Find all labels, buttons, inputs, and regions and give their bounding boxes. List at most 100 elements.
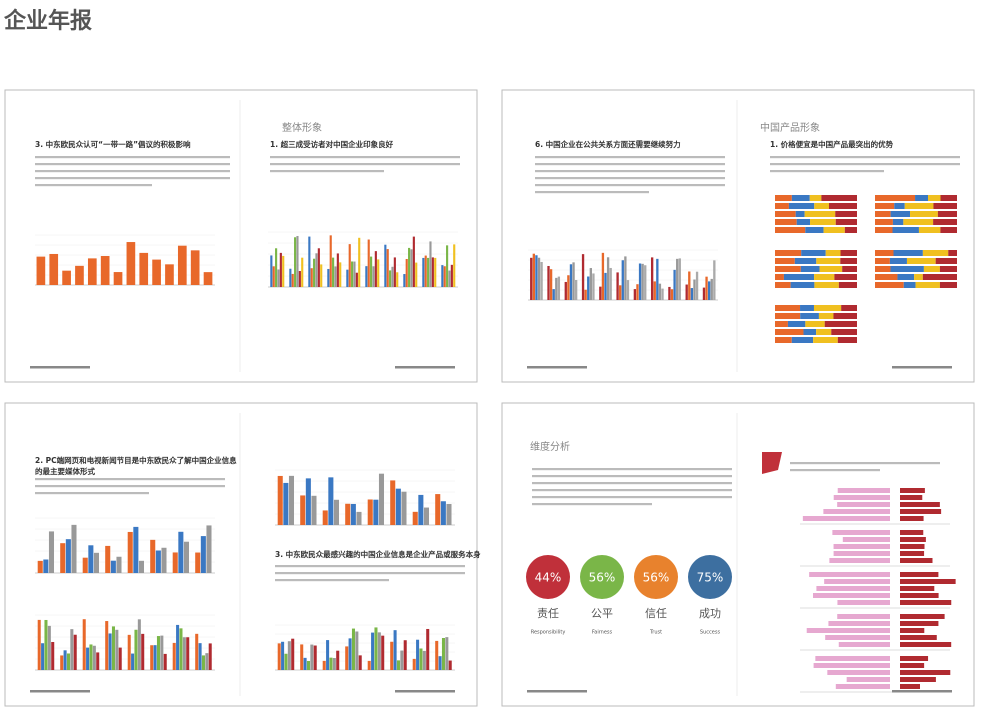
bar-segment [937, 211, 957, 217]
bar [306, 660, 310, 670]
bar [200, 536, 206, 573]
bar [105, 621, 109, 670]
bar [294, 237, 297, 287]
bar-segment [933, 203, 957, 209]
bar-segment [914, 274, 923, 280]
bar [358, 237, 361, 287]
bar [405, 258, 408, 287]
dimension-circle [580, 555, 624, 599]
bar-segment [775, 219, 797, 225]
bar [317, 248, 320, 287]
bar [695, 271, 699, 300]
bar [289, 268, 292, 287]
bar [351, 628, 355, 670]
bar [587, 276, 590, 300]
footer-text [527, 690, 587, 693]
bar [676, 258, 679, 300]
bar [393, 630, 397, 670]
bar [833, 544, 890, 549]
bar-segment [796, 219, 811, 225]
bar [384, 244, 387, 287]
bar [308, 236, 311, 287]
bar-segment [775, 305, 801, 311]
bar [592, 273, 595, 300]
bar [532, 253, 535, 300]
bar [155, 550, 161, 573]
bar [310, 268, 313, 287]
bar-segment [939, 282, 957, 288]
bar [424, 255, 427, 287]
bar [355, 631, 359, 670]
bar [707, 281, 711, 300]
bar-segment [928, 195, 941, 201]
bar-segment [790, 282, 815, 288]
bar [900, 537, 926, 542]
bar [270, 255, 273, 287]
bar [346, 269, 349, 287]
bar-segment [892, 219, 904, 225]
bar [313, 258, 316, 287]
bar-segment [897, 274, 915, 280]
bar [198, 643, 202, 670]
bar [377, 632, 381, 670]
bar [82, 619, 86, 670]
bar [670, 289, 674, 300]
footer-text [892, 690, 952, 693]
bar [412, 236, 415, 287]
bar [365, 266, 368, 287]
bar [195, 633, 199, 670]
bar [172, 552, 178, 573]
bar [552, 289, 555, 300]
bar [816, 586, 890, 591]
bar [49, 253, 59, 285]
bar [673, 269, 676, 300]
bar [900, 628, 925, 633]
bar-segment [816, 258, 841, 264]
text-line [35, 156, 230, 159]
bar [372, 266, 375, 287]
footer-text [892, 366, 952, 369]
bar [300, 495, 306, 525]
bar [281, 641, 285, 670]
bar [555, 277, 558, 300]
text-line [270, 170, 384, 173]
dimension-value: 56% [589, 571, 616, 585]
bar [445, 637, 449, 670]
bar [802, 516, 890, 521]
bar [127, 634, 131, 670]
bar [446, 503, 452, 525]
bar-segment [875, 274, 898, 280]
bar [540, 261, 543, 300]
bar-segment [892, 227, 919, 233]
bar [900, 635, 937, 640]
bar-segment [875, 266, 891, 272]
bar [621, 260, 624, 300]
text-line [35, 170, 230, 173]
bar [599, 286, 602, 300]
bar-segment [842, 266, 857, 272]
bar-segment [875, 203, 895, 209]
bar [842, 537, 890, 542]
bar [601, 252, 605, 300]
dimension-circle [688, 555, 732, 599]
text-line [35, 492, 149, 495]
bar [653, 281, 656, 300]
text-line [35, 163, 230, 166]
bar [351, 261, 354, 287]
bar [825, 635, 890, 640]
bar [277, 269, 280, 287]
bar-segment [903, 219, 934, 225]
dimension-name: 信任 [645, 607, 667, 620]
bar [833, 495, 890, 500]
bar [827, 670, 890, 675]
bar [900, 600, 952, 605]
bar [710, 278, 713, 300]
bar [350, 503, 356, 525]
bar [336, 650, 340, 670]
bar [403, 640, 407, 670]
bar [900, 558, 933, 563]
bar [60, 543, 66, 573]
bar [133, 526, 139, 573]
bar [277, 475, 283, 525]
